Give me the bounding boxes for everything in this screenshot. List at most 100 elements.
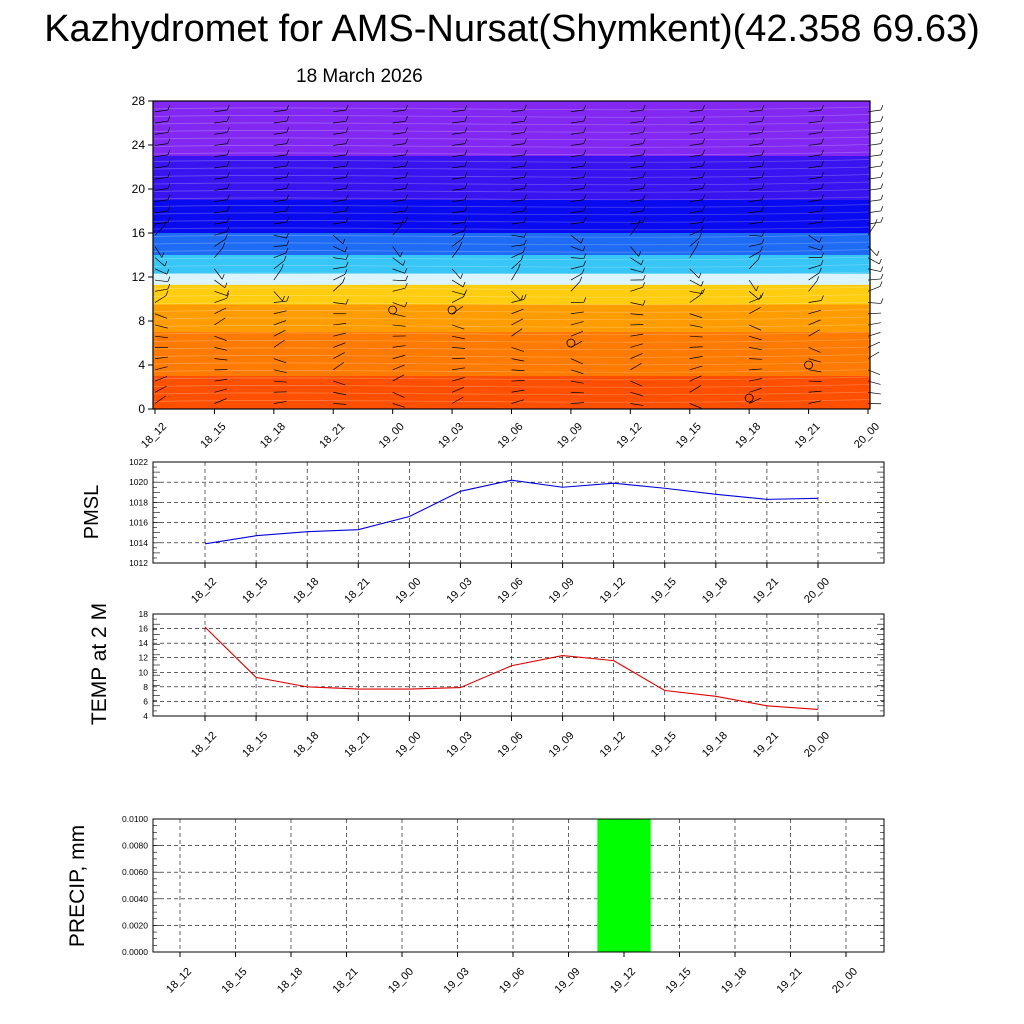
wind-barb [808, 400, 822, 404]
contour-line [152, 226, 871, 231]
y-tick-label: 0 [138, 402, 145, 416]
x-tick-label: 18_21 [331, 966, 361, 996]
contour-line [152, 144, 871, 148]
wind-barb [333, 362, 345, 371]
temp-chart: 4 6 8 10 12 14 16 18 18_12 18_15 18_18 18_21 19_00 19… [88, 603, 885, 760]
x-tick-label: 19_12 [608, 966, 638, 996]
wind-barb-flag [226, 160, 230, 167]
wind-barb-flag [405, 138, 408, 144]
wind-barb [808, 234, 820, 243]
wind-barb-flag [286, 104, 290, 111]
wind-barb [273, 245, 287, 247]
wind-barb [333, 403, 347, 405]
wind-barb-flag [405, 275, 408, 281]
wind-barb-flag [286, 183, 290, 189]
wind-barb [392, 324, 406, 327]
x-tick-label: 19_09 [547, 576, 577, 606]
wind-barb-flag [583, 217, 587, 223]
wind-barb [689, 120, 703, 124]
wind-barb-flag [702, 194, 705, 200]
wind-barb-flag [226, 127, 230, 133]
wind-barb [570, 330, 584, 337]
x-tick-label: 18_15 [240, 730, 270, 760]
wind-barb-flag [226, 116, 230, 122]
wind-barb-flag [344, 269, 348, 275]
wind-barb-flag [880, 172, 884, 178]
wind-barb-flag [462, 281, 466, 288]
wind-barb [749, 358, 763, 360]
wind-barb [689, 313, 703, 319]
x-tick-label: 20_00 [802, 576, 832, 606]
wind-barb-flag [582, 245, 586, 252]
y-tick-label: 0.0100 [122, 814, 148, 824]
wind-barb [273, 300, 287, 303]
wind-barb [570, 120, 584, 124]
wind-barb [273, 120, 287, 124]
wind-barb [154, 154, 168, 158]
wind-barb-flag [819, 267, 822, 273]
wind-barb [154, 188, 168, 191]
wind-barb-flag [404, 301, 408, 308]
contour-line [152, 331, 871, 336]
wind-barb [154, 356, 168, 359]
wind-barb-flag [880, 127, 884, 133]
wind-barb-flag [460, 273, 463, 279]
wind-barb [749, 154, 763, 158]
wind-barb [214, 297, 227, 303]
wind-barb [808, 165, 822, 169]
wind-barb-flag [821, 194, 824, 200]
wind-barb [154, 210, 168, 214]
wind-barb [511, 199, 525, 202]
wind-barb [570, 265, 584, 270]
wind-barb [392, 268, 406, 274]
wind-barb-flag [463, 225, 467, 231]
page-title: Kazhydromet for AMS-Nursat(Shymkent)(42.… [44, 8, 980, 50]
wind-barb-flag [761, 138, 765, 144]
x-tick-label: 18_15 [240, 576, 270, 606]
wind-barb [808, 132, 822, 135]
wind-barb [749, 132, 763, 135]
wind-barb [333, 210, 347, 214]
wind-barb [511, 244, 525, 247]
wind-barb-flag [879, 281, 883, 287]
wind-barb [808, 319, 821, 326]
wind-barb [392, 109, 406, 113]
wind-barb-flag [224, 234, 228, 240]
wind-barb [630, 313, 644, 316]
x-tick-label: 19_18 [700, 730, 730, 760]
wind-barb [214, 154, 228, 158]
wind-barb [808, 210, 822, 214]
wind-barb [451, 246, 461, 258]
wind-barb [749, 176, 763, 180]
wind-barb [273, 252, 287, 258]
wind-barb [333, 274, 346, 281]
wind-barb [154, 324, 168, 329]
wind-barb-flag [167, 104, 171, 111]
wind-barb-flag [167, 283, 171, 290]
wind-barb-flag [405, 205, 408, 212]
wind-barb-flag [761, 149, 765, 155]
wind-barb-flag [583, 260, 586, 267]
wind-barb-flag [226, 183, 230, 189]
wind-barb [511, 347, 524, 352]
wind-barb [333, 165, 347, 169]
wind-barb [570, 380, 584, 384]
wind-barb-flag [583, 253, 587, 259]
wind-barb-flag [459, 241, 463, 248]
x-tick-label: 19_15 [649, 576, 679, 606]
wind-barb-flag [285, 247, 289, 254]
wind-barb [570, 210, 584, 214]
wind-barb [154, 246, 163, 258]
wind-barb [511, 109, 525, 113]
wind-barb [214, 143, 228, 146]
wind-barb [630, 246, 639, 257]
wind-barb-flag [761, 127, 765, 133]
wind-barb [452, 143, 466, 146]
wind-barb [392, 364, 405, 371]
contour-line [152, 324, 871, 328]
x-tick-label: 19_21 [793, 421, 823, 451]
wind-barb [154, 225, 165, 236]
wind-barb-flag [345, 116, 349, 122]
wind-barb-flag [345, 172, 349, 178]
wind-barb-flag [880, 138, 884, 144]
